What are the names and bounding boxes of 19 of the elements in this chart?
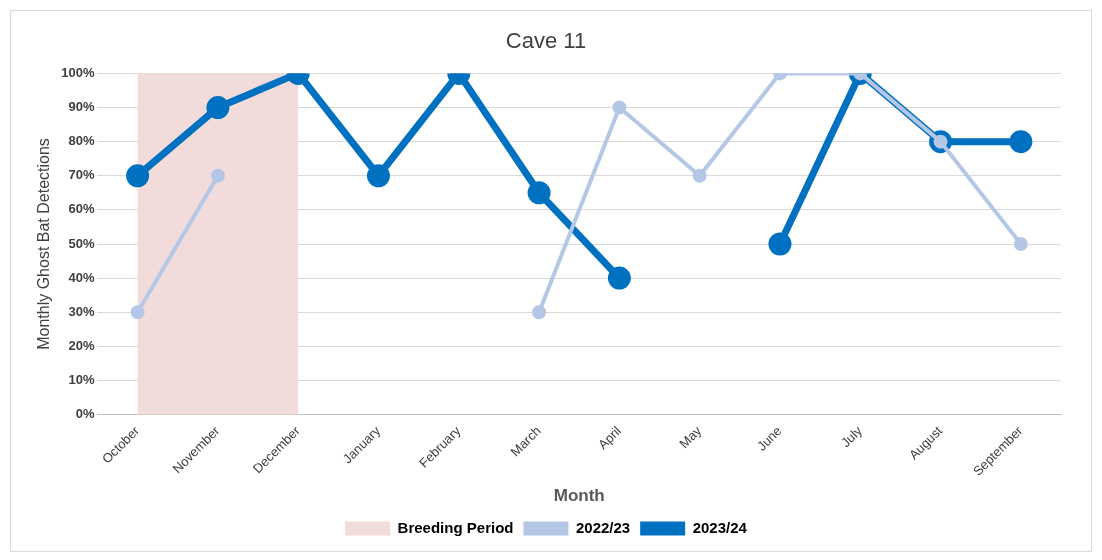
legend-label: 2022/23 bbox=[575, 518, 631, 536]
y-tick-label: 80% bbox=[68, 133, 95, 149]
y-tick-label: 50% bbox=[68, 235, 95, 251]
chart-title: Cave 11 bbox=[505, 28, 587, 54]
legend-label: Breeding Period bbox=[397, 518, 514, 536]
y-tick-label: 40% bbox=[68, 269, 95, 285]
x-tick-label: July bbox=[837, 422, 866, 451]
y-tick-label: 100% bbox=[61, 64, 95, 80]
y-tick-label: 90% bbox=[68, 99, 95, 115]
y-tick-label: 30% bbox=[68, 303, 95, 319]
legend-label: 2023/24 bbox=[692, 518, 748, 536]
x-tick-label: May bbox=[676, 422, 705, 452]
y-axis-title: Monthly Ghost Bat Detections bbox=[35, 138, 53, 350]
y-tick-label: 70% bbox=[68, 167, 95, 183]
y-tick-label: 0% bbox=[75, 406, 95, 422]
y-tick-label: 60% bbox=[68, 201, 95, 217]
y-tick-label: 20% bbox=[68, 337, 95, 353]
x-axis-title: Month bbox=[553, 486, 605, 506]
y-tick-label: 10% bbox=[68, 372, 95, 388]
